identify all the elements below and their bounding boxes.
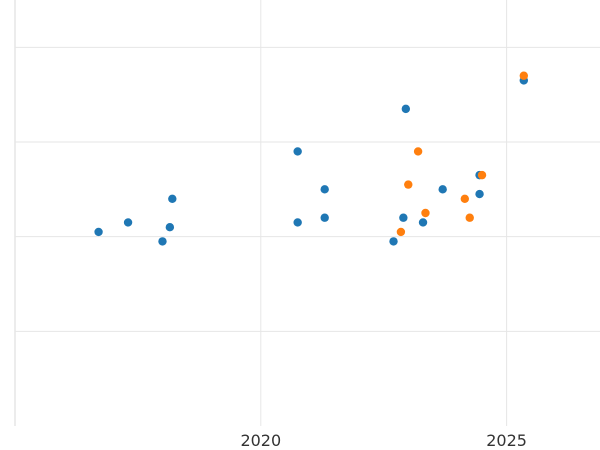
data-point xyxy=(438,185,447,194)
data-points xyxy=(94,71,529,246)
data-point xyxy=(158,237,167,246)
data-point xyxy=(168,194,177,203)
data-point xyxy=(165,223,175,232)
data-point xyxy=(293,147,302,156)
data-point xyxy=(320,185,329,194)
data-point xyxy=(519,71,529,80)
data-point xyxy=(460,194,470,203)
data-point xyxy=(465,213,474,222)
data-point xyxy=(421,208,430,218)
data-point xyxy=(404,180,413,189)
data-point xyxy=(401,104,411,114)
x-tick-labels: 2020 2025 xyxy=(240,431,527,450)
data-point xyxy=(320,213,329,222)
data-point xyxy=(396,227,406,237)
data-point xyxy=(413,147,423,156)
data-point xyxy=(389,237,398,246)
x-tick-label: 2020 xyxy=(240,431,281,450)
data-point xyxy=(123,218,133,227)
gridlines xyxy=(15,0,600,426)
data-point xyxy=(399,213,408,222)
x-tick-label: 2025 xyxy=(486,431,527,450)
data-point xyxy=(477,170,487,180)
data-point xyxy=(475,189,484,199)
data-point xyxy=(418,218,428,227)
data-point xyxy=(293,218,302,227)
data-point xyxy=(94,227,103,237)
